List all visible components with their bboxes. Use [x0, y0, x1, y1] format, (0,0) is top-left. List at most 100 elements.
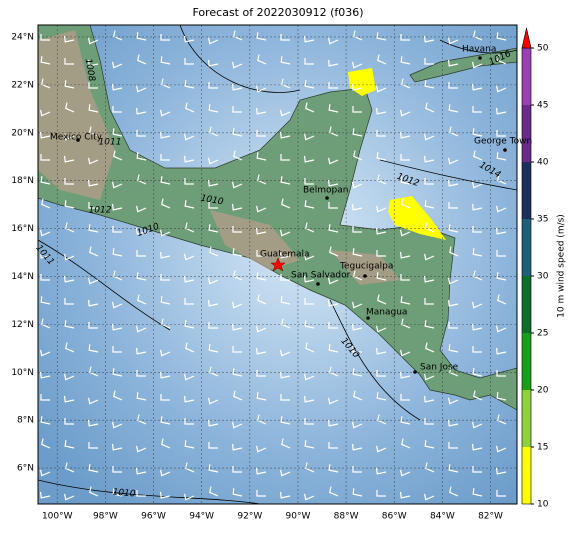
colorbar-tick-label: 15: [537, 443, 548, 453]
wind-barb: [64, 320, 75, 329]
wind-barb: [279, 229, 291, 237]
colorbar-extend: [521, 27, 532, 49]
city-label: Belmopan: [303, 186, 348, 196]
wind-barb: [351, 181, 363, 189]
wind-barb: [327, 277, 339, 285]
wind-barb: [280, 296, 291, 305]
wind-barb: [424, 200, 435, 209]
lon-tick-label: 100°W: [42, 512, 73, 522]
wind-barb: [328, 344, 339, 353]
city-marker: [366, 316, 370, 320]
wind-barb: [496, 370, 506, 377]
wind-barb: [327, 179, 339, 187]
colorbar-tick-label: 25: [537, 329, 548, 339]
wind-barb: [256, 32, 267, 41]
wind-barb: [40, 56, 51, 65]
wind-barb: [327, 419, 339, 427]
wind-barb: [136, 152, 147, 161]
wind-barb: [232, 128, 243, 137]
wind-barb: [39, 251, 51, 259]
wind-barb: [472, 368, 483, 377]
wind-barb: [255, 467, 267, 475]
wind-barb: [352, 106, 362, 113]
wind-barb: [377, 54, 387, 65]
wind-barb: [473, 150, 483, 161]
lat-tick-label: 12°N: [11, 320, 34, 330]
colorbar-tick-label: 40: [537, 158, 549, 168]
wind-barb: [495, 85, 507, 93]
wind-barb: [425, 342, 435, 353]
wind-barb: [40, 296, 51, 305]
wind-barb: [65, 462, 75, 473]
wind-barb: [399, 491, 411, 499]
wind-barb: [449, 366, 459, 377]
wind-barb: [65, 102, 75, 113]
wind-barb: [208, 104, 219, 113]
city-label: Mexico City: [50, 133, 103, 143]
wind-barb: [159, 491, 171, 499]
wind-barb: [473, 30, 483, 41]
wind-barb: [376, 490, 386, 497]
wind-barb: [449, 126, 459, 137]
colorbar-tick-label: 45: [537, 101, 548, 111]
wind-barb: [255, 107, 267, 115]
wind-barb: [399, 131, 411, 139]
lat-tick-label: 16°N: [11, 224, 34, 234]
wind-barb: [183, 253, 195, 261]
wind-barb: [113, 30, 123, 41]
wind-barb: [41, 318, 51, 329]
wind-barb: [39, 229, 51, 237]
wind-barb: [497, 294, 507, 305]
wind-barb: [232, 106, 242, 113]
wind-barb: [447, 277, 459, 285]
wind-barb: [423, 253, 435, 261]
wind-barb: [232, 368, 243, 377]
wind-barb: [159, 251, 171, 259]
lat-tick-label: 24°N: [11, 32, 34, 42]
wind-barb: [87, 157, 99, 165]
wind-barb: [88, 82, 98, 89]
wind-barb: [231, 61, 243, 69]
wind-barb: [425, 102, 435, 113]
wind-barb: [256, 490, 266, 497]
wind-barb: [472, 346, 482, 353]
wind-barb: [449, 246, 459, 257]
wind-barb: [448, 442, 458, 449]
wind-barb: [400, 274, 410, 281]
wind-barb: [401, 78, 411, 89]
wind-barb: [303, 253, 315, 261]
wind-barb: [112, 368, 123, 377]
wind-barb: [305, 102, 315, 113]
lon-tick-label: 92°W: [237, 512, 262, 522]
wind-barb: [41, 78, 51, 89]
wind-barb: [231, 301, 243, 309]
lon-tick-label: 98°W: [93, 512, 118, 522]
wind-barb: [399, 371, 411, 379]
wind-barb: [89, 246, 99, 257]
wind-barb: [376, 130, 386, 137]
wind-barb: [448, 344, 459, 353]
wind-barb: [184, 320, 195, 329]
wind-barb: [111, 61, 123, 69]
wind-barb: [233, 390, 243, 401]
wind-barb: [207, 59, 219, 67]
wind-barb: [281, 318, 291, 329]
wind-barb: [159, 371, 171, 379]
wind-barb: [472, 106, 482, 113]
wind-barb: [304, 320, 315, 329]
wind-barb: [160, 394, 170, 401]
wind-barb: [183, 155, 195, 163]
wind-barb: [135, 445, 147, 453]
wind-barb: [351, 61, 363, 69]
wind-barb: [351, 83, 363, 91]
wind-barb: [161, 78, 171, 89]
wind-barb: [87, 59, 99, 67]
wind-barb: [232, 488, 243, 497]
wind-barb: [424, 58, 434, 65]
lon-tick-label: 84°W: [430, 512, 455, 522]
wind-barb: [328, 104, 339, 113]
wind-barb: [448, 322, 458, 329]
wind-barb: [183, 373, 195, 381]
wind-barb: [159, 131, 171, 139]
wind-barb: [303, 493, 315, 501]
